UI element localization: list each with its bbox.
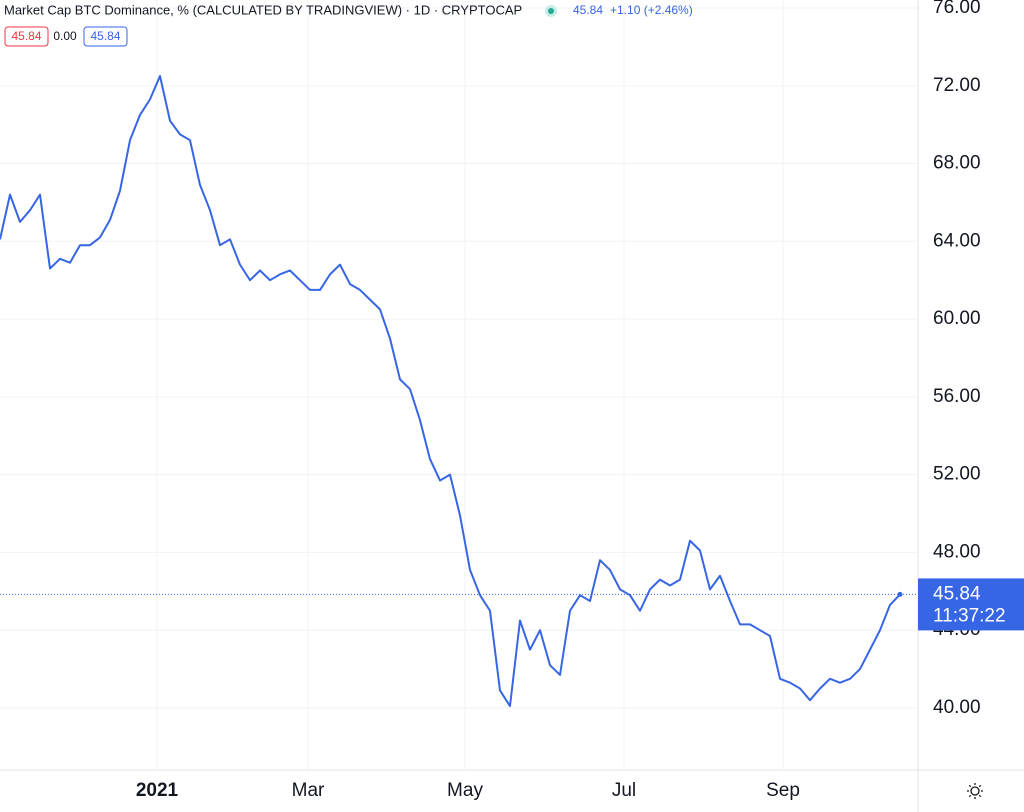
badge-text: 0.00 bbox=[53, 29, 77, 43]
line-series bbox=[0, 75, 901, 708]
grid bbox=[0, 0, 918, 770]
y-tick-label: 60.00 bbox=[933, 308, 981, 329]
y-tick-label: 40.00 bbox=[933, 697, 981, 718]
y-tick-label: 72.00 bbox=[933, 75, 981, 96]
countdown: 11:37:22 bbox=[933, 605, 1006, 626]
y-tick-label: 76.00 bbox=[933, 0, 981, 18]
badge bbox=[83, 26, 128, 47]
badge-text: 45.84 bbox=[11, 29, 41, 43]
y-tick-label: 52.00 bbox=[933, 464, 981, 485]
x-tick-label: Mar bbox=[292, 780, 325, 801]
badge bbox=[4, 26, 49, 47]
plot bbox=[0, 75, 918, 708]
y-tick-label: 48.00 bbox=[933, 541, 981, 562]
axes: 40.0044.0048.0052.0056.0060.0064.0068.00… bbox=[136, 0, 1024, 801]
x-tick-label: May bbox=[447, 780, 483, 801]
price-label: 45.84 bbox=[933, 583, 981, 604]
y-tick-label: 68.00 bbox=[933, 153, 981, 174]
x-tick-label: Jul bbox=[612, 780, 636, 801]
chart-title: Market Cap BTC Dominance, % (CALCULATED … bbox=[4, 2, 522, 17]
price-label-box bbox=[918, 578, 1024, 631]
y-tick-label: 64.00 bbox=[933, 230, 981, 251]
y-tick-label: 56.00 bbox=[933, 386, 981, 407]
status-dot bbox=[548, 8, 554, 14]
last-value: 45.84 bbox=[573, 3, 603, 17]
badge-text: 45.84 bbox=[90, 29, 120, 43]
settings-icon[interactable] bbox=[967, 783, 983, 799]
x-tick-label: 2021 bbox=[136, 780, 179, 801]
change: +1.10 (+2.46%) bbox=[610, 3, 693, 17]
x-tick-label: Sep bbox=[766, 780, 800, 801]
last-point bbox=[897, 591, 903, 597]
